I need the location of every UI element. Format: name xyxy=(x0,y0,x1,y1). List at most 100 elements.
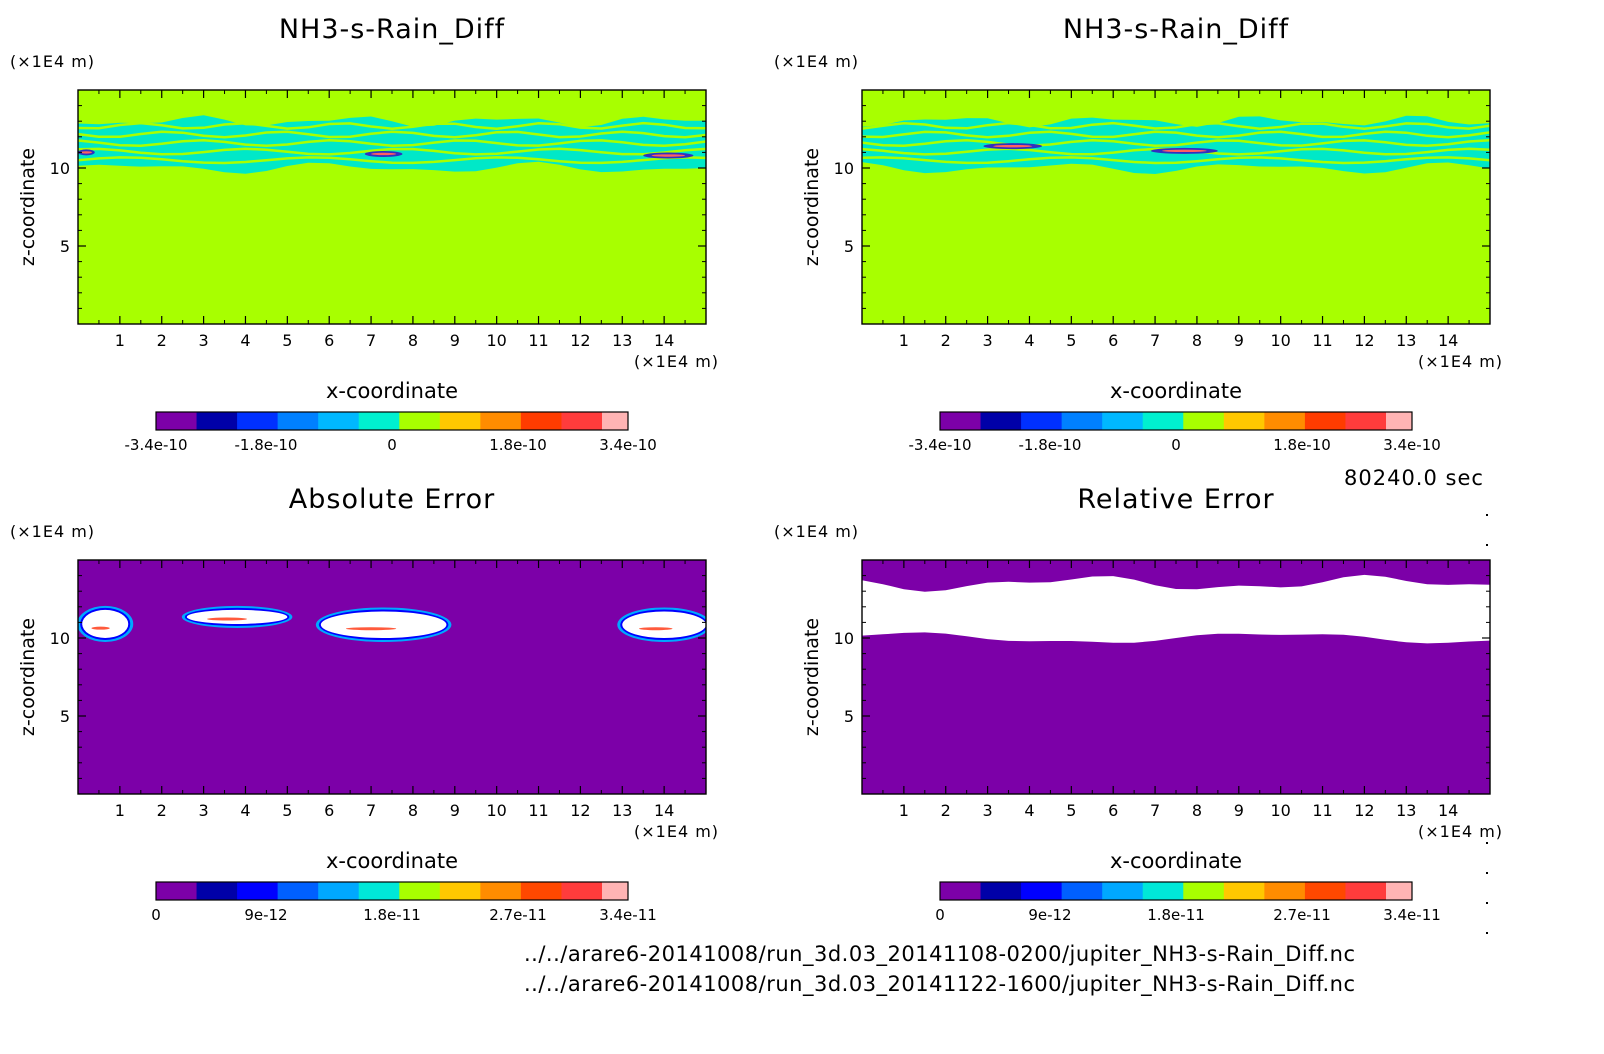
colorbar-label: 3.4e-10 xyxy=(599,436,657,454)
x-tick-label: 2 xyxy=(941,331,951,350)
field-streak xyxy=(78,121,706,130)
x-tick-label: 8 xyxy=(1192,331,1202,350)
field-extreme-core xyxy=(1162,149,1207,153)
colorbar-segment xyxy=(399,882,441,900)
colorbar-segment xyxy=(1102,882,1144,900)
field-streak xyxy=(862,156,1490,165)
x-tick-label: 9 xyxy=(1234,331,1244,350)
colorbar-frame xyxy=(939,881,1413,901)
x-unit-label: (×1E4 m) xyxy=(634,822,720,841)
x-unit-label: (×1E4 m) xyxy=(634,352,720,371)
panel-title: NH3-s-Rain_Diff xyxy=(278,14,506,45)
panel-title: NH3-s-Rain_Diff xyxy=(1062,14,1290,45)
field-streak xyxy=(78,147,706,156)
x-tick-label: 14 xyxy=(654,331,674,350)
error-blob-core xyxy=(206,617,248,621)
error-blob xyxy=(320,611,447,638)
colorbar-label: 3.4e-11 xyxy=(1383,906,1441,924)
field-streak xyxy=(862,130,1490,139)
x-tick-label: 4 xyxy=(240,801,250,820)
colorbar-segment xyxy=(602,412,629,430)
colorbar-segment xyxy=(1021,412,1063,430)
x-tick-label: 6 xyxy=(1108,801,1118,820)
colorbar-segment xyxy=(1345,882,1387,900)
heatmap-plot: 1 2 3 4 5 6 7 8 9 10 11 12 13 14510x-coordinatez-coor… xyxy=(801,89,1491,454)
colorbar-segment xyxy=(318,882,360,900)
colorbar-label: 1.8e-11 xyxy=(1147,906,1205,924)
x-tick-label: 9 xyxy=(450,801,460,820)
x-tick-label: 7 xyxy=(1150,331,1160,350)
colorbar-label: 3.4e-10 xyxy=(1383,436,1441,454)
colorbar-segment xyxy=(277,882,319,900)
x-tick-label: 3 xyxy=(199,801,209,820)
margin-dot xyxy=(1486,932,1488,934)
colorbar-label: 0 xyxy=(387,436,397,454)
margin-dot xyxy=(1486,902,1488,904)
x-tick-label: 2 xyxy=(157,801,167,820)
colorbar-frame xyxy=(939,411,1413,431)
x-tick-label: 1 xyxy=(115,331,125,350)
colorbar-segment xyxy=(561,882,603,900)
z-unit-label: (×1E4 m) xyxy=(10,522,96,541)
colorbar-segment xyxy=(318,412,360,430)
error-blank-band xyxy=(862,574,1490,644)
colorbar-segment xyxy=(277,412,319,430)
z-unit-label: (×1E4 m) xyxy=(10,52,96,71)
colorbar-label: -1.8e-10 xyxy=(1018,436,1081,454)
x-tick-label: 6 xyxy=(324,331,334,350)
colorbar-segment xyxy=(156,412,198,430)
colorbar-segment xyxy=(520,882,562,900)
colorbar-segment xyxy=(196,412,238,430)
error-blob-core xyxy=(91,626,110,630)
colorbar-segment xyxy=(480,412,522,430)
colorbar-label: -3.4e-10 xyxy=(125,436,188,454)
x-tick-label: 4 xyxy=(240,331,250,350)
field-extreme-core xyxy=(993,144,1033,148)
error-blob xyxy=(186,609,288,624)
colorbar-frame xyxy=(155,411,629,431)
field-extreme-core xyxy=(651,154,686,157)
colorbar-frame xyxy=(155,881,629,901)
error-blob-core xyxy=(639,627,673,631)
panel-title: Absolute Error xyxy=(288,484,496,515)
x-tick-label: 4 xyxy=(1024,801,1034,820)
x-tick-label: 9 xyxy=(450,331,460,350)
x-tick-label: 11 xyxy=(1312,331,1332,350)
field-extreme-core xyxy=(80,151,92,154)
x-tick-label: 3 xyxy=(983,331,993,350)
x-tick-label: 4 xyxy=(1024,331,1034,350)
colorbar-label: 3.4e-11 xyxy=(599,906,657,924)
colorbar-segment xyxy=(196,882,238,900)
y-tick-label: 5 xyxy=(60,707,70,726)
colorbar-segment xyxy=(439,882,481,900)
x-tick-label: 13 xyxy=(1396,801,1416,820)
y-tick-label: 5 xyxy=(60,237,70,256)
colorbar-segment xyxy=(1264,882,1306,900)
plot-field xyxy=(862,90,1490,324)
colorbar-label: 1.8e-11 xyxy=(363,906,421,924)
x-tick-label: 3 xyxy=(199,331,209,350)
margin-dot xyxy=(1486,872,1488,874)
field-extreme-core xyxy=(371,152,397,156)
colorbar-segment xyxy=(439,412,481,430)
colorbar-label: 0 xyxy=(1171,436,1181,454)
colorbar-segment xyxy=(980,412,1022,430)
y-axis-label: z-coordinate xyxy=(17,148,39,266)
x-tick-label: 7 xyxy=(366,331,376,350)
x-tick-label: 1 xyxy=(115,801,125,820)
plot-field xyxy=(862,560,1490,794)
colorbar-segment xyxy=(1304,412,1346,430)
y-axis-label: z-coordinate xyxy=(17,618,39,736)
field-background xyxy=(78,560,706,794)
x-tick-label: 14 xyxy=(1438,331,1458,350)
x-axis-label: x-coordinate xyxy=(326,379,458,403)
x-tick-label: 2 xyxy=(941,801,951,820)
z-unit-label: (×1E4 m) xyxy=(774,522,860,541)
error-blob xyxy=(622,611,706,638)
x-axis-label: x-coordinate xyxy=(1110,849,1242,873)
x-tick-label: 14 xyxy=(1438,801,1458,820)
x-tick-label: 13 xyxy=(1396,331,1416,350)
colorbar-segment xyxy=(940,412,982,430)
